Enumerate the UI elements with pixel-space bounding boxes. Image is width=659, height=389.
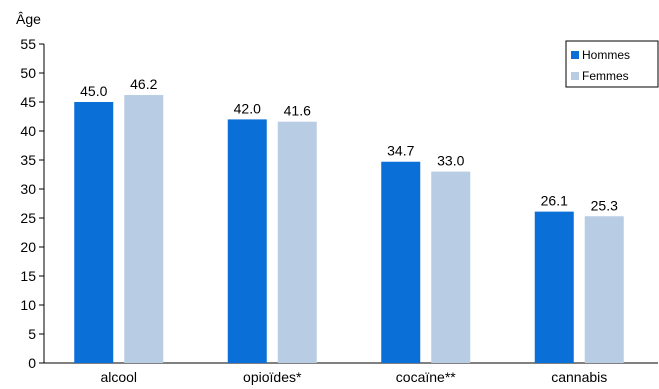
y-axis-label: Âge — [16, 11, 41, 27]
bars — [74, 95, 624, 364]
bar-femmes — [584, 216, 624, 363]
y-tick-label: 45 — [20, 94, 36, 110]
legend-swatch — [571, 72, 579, 80]
y-tick-label: 25 — [20, 210, 36, 226]
y-tick-label: 40 — [20, 123, 36, 139]
legend-label: Hommes — [582, 48, 630, 62]
x-tick-label: cocaïne** — [396, 369, 456, 385]
bar-value-label: 46.2 — [130, 76, 157, 92]
bar-value-label: 25.3 — [591, 197, 618, 213]
bar-hommes — [74, 102, 114, 363]
bar-value-label: 45.0 — [80, 83, 107, 99]
legend-box — [565, 40, 659, 88]
x-tick-label: opioïdes* — [243, 369, 302, 385]
bar-hommes — [227, 119, 267, 364]
bar-value-label: 41.6 — [284, 103, 311, 119]
y-tick-label: 35 — [20, 152, 36, 168]
y-axis: 0 5 10 15 20 25 30 35 40 45 50 55 — [20, 36, 45, 371]
legend-swatch — [571, 51, 579, 59]
bar-femmes — [431, 171, 471, 363]
bar-femmes — [124, 95, 164, 363]
y-tick-label: 20 — [20, 239, 36, 255]
bar-value-label: 26.1 — [541, 193, 568, 209]
legend-label: Femmes — [582, 69, 629, 83]
y-tick-label: 55 — [20, 36, 36, 52]
bar-femmes — [277, 121, 317, 363]
bar-value-labels: 45.0 46.2 42.0 41.6 34.7 33.0 26.1 25.3 — [80, 76, 618, 213]
legend: Hommes Femmes — [565, 40, 659, 88]
bar-value-label: 42.0 — [234, 100, 261, 116]
bar-hommes — [534, 211, 574, 363]
bar-hommes — [381, 161, 421, 363]
y-tick-label: 5 — [28, 326, 36, 342]
y-tick-label: 50 — [20, 65, 36, 81]
x-tick-label: cannabis — [551, 369, 607, 385]
y-tick-label: 0 — [28, 355, 36, 371]
y-tick-label: 10 — [20, 297, 36, 313]
y-tick-label: 30 — [20, 181, 36, 197]
y-tick-label: 15 — [20, 268, 36, 284]
x-axis: alcool opioïdes* cocaïne** cannabis — [44, 362, 658, 385]
x-tick-label: alcool — [100, 369, 137, 385]
bar-value-label: 34.7 — [387, 143, 414, 159]
bar-value-label: 33.0 — [437, 153, 464, 169]
